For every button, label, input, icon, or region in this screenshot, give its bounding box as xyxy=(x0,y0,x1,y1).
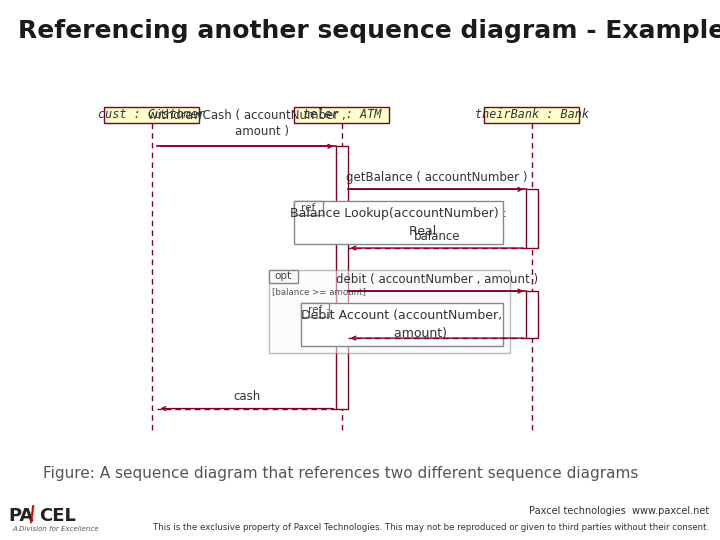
Text: CEL: CEL xyxy=(40,507,76,525)
Text: balance: balance xyxy=(414,230,460,243)
Bar xyxy=(336,146,348,409)
Text: Debit Account (accountNumber,
         amount): Debit Account (accountNumber, amount) xyxy=(302,309,503,340)
Text: This is the exclusive property of Paxcel Technologies. This may not be reproduce: This is the exclusive property of Paxcel… xyxy=(153,523,709,531)
Text: Figure: A sequence diagram that references two different sequence diagrams: Figure: A sequence diagram that referenc… xyxy=(43,467,639,481)
Text: cust : Customer: cust : Customer xyxy=(99,109,205,122)
Text: ref: ref xyxy=(308,305,322,315)
Text: Referencing another sequence diagram - Example: Referencing another sequence diagram - E… xyxy=(18,19,720,43)
Text: [balance >= amount]: [balance >= amount] xyxy=(272,287,366,296)
Text: A Division for Excellence: A Division for Excellence xyxy=(12,526,99,532)
Text: ref: ref xyxy=(302,203,315,213)
Text: opt: opt xyxy=(275,272,292,281)
Text: /: / xyxy=(27,504,38,525)
Text: getBalance ( accountNumber ): getBalance ( accountNumber ) xyxy=(346,171,528,184)
Bar xyxy=(294,201,503,244)
Text: PA: PA xyxy=(9,507,34,525)
Text: debit ( accountNumber , amount ): debit ( accountNumber , amount ) xyxy=(336,273,538,286)
Text: theirBank : Bank: theirBank : Bank xyxy=(475,109,589,122)
Bar xyxy=(269,269,510,353)
Bar xyxy=(269,269,297,284)
Bar xyxy=(301,303,329,316)
Bar xyxy=(485,107,580,123)
Text: Balance Lookup(accountNumber) :
            Real: Balance Lookup(accountNumber) : Real xyxy=(290,207,508,238)
Bar xyxy=(294,201,323,215)
Text: withdrawCash ( accountNumber ,
        amount ): withdrawCash ( accountNumber , amount ) xyxy=(148,109,346,138)
Bar xyxy=(526,190,538,248)
Text: Paxcel technologies  www.paxcel.net: Paxcel technologies www.paxcel.net xyxy=(529,505,709,516)
Bar xyxy=(301,303,503,346)
Bar xyxy=(294,107,390,123)
Bar xyxy=(526,291,538,338)
Text: cash: cash xyxy=(233,390,261,403)
Bar xyxy=(104,107,199,123)
Text: teler : ATM: teler : ATM xyxy=(302,109,381,122)
